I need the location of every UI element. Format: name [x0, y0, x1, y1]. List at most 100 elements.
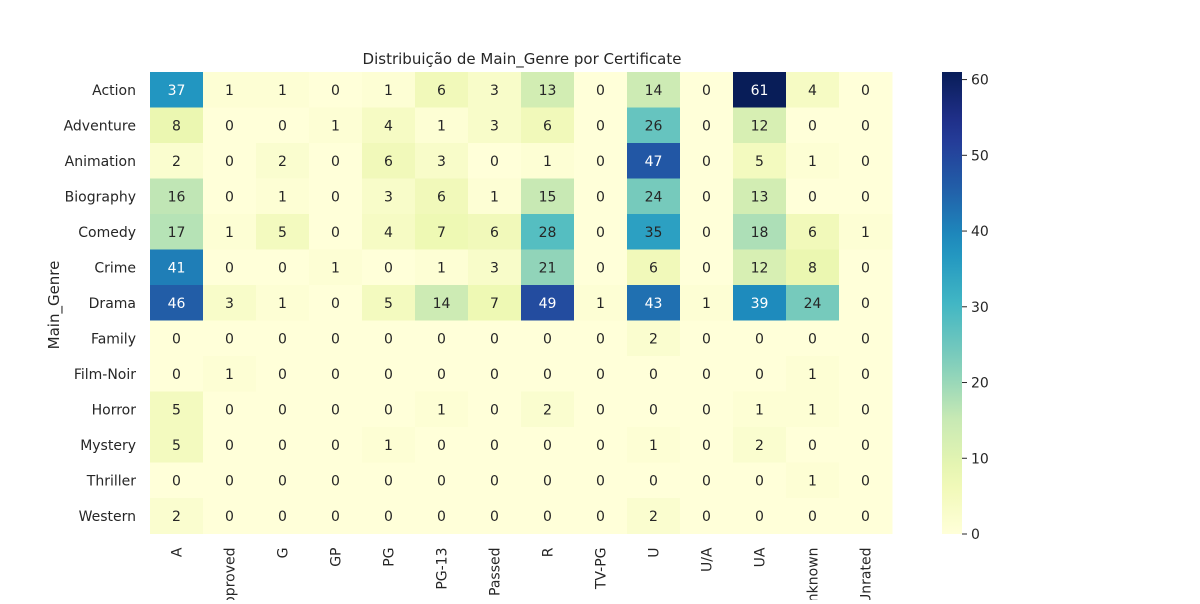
cell-value-label: 0	[331, 296, 340, 312]
cell-value-label: 26	[645, 118, 663, 134]
heatmap-cell-crime-a	[150, 249, 204, 286]
heatmap-cell-comedy-g	[256, 214, 310, 250]
cell-value-label: 1	[225, 225, 234, 241]
cell-value-label: 35	[645, 225, 663, 241]
heatmap-cell-family-g	[256, 320, 310, 357]
cell-value-label: 5	[384, 296, 393, 312]
cell-value-label: 0	[278, 438, 287, 454]
heatmap-cell-drama-r	[521, 285, 575, 321]
heatmap-cell-comedy-r	[521, 214, 575, 250]
cell-value-label: 0	[490, 331, 499, 347]
heatmap-cell-action-passed	[468, 72, 522, 108]
cell-value-label: 0	[861, 118, 870, 134]
heatmap-cell-adventure-approved	[203, 107, 257, 144]
heatmap-cell-animation-a	[150, 143, 204, 179]
cell-value-label: 0	[172, 473, 181, 489]
heatmap-cell-comedy-tv-pg	[574, 214, 628, 250]
heatmap-cell-family-r	[521, 320, 575, 357]
cell-value-label: 0	[543, 331, 552, 347]
cell-value-label: 0	[331, 473, 340, 489]
heatmap-cell-thriller-r	[521, 462, 575, 499]
cell-value-label: 0	[225, 189, 234, 205]
heatmap-cell-horror-approved	[203, 391, 257, 428]
cell-value-label: 0	[437, 509, 446, 525]
cell-value-label: 0	[702, 225, 711, 241]
heatmap-cell-action-u-a	[680, 72, 734, 108]
cell-value-label: 0	[384, 509, 393, 525]
heatmap-cell-thriller-passed	[468, 462, 522, 499]
heatmap-cell-horror-gp	[309, 391, 363, 428]
heatmap-cell-adventure-pg-13	[415, 107, 469, 144]
cell-value-label: 0	[331, 83, 340, 99]
cell-value-label: 0	[384, 331, 393, 347]
heatmap-cell-biography-r	[521, 178, 575, 215]
cell-value-label: 0	[543, 473, 552, 489]
cell-value-label: 0	[649, 473, 658, 489]
cell-value-label: 1	[861, 225, 870, 241]
heatmap-cell-western-ua	[733, 498, 787, 534]
cell-value-label: 0	[755, 367, 764, 383]
cell-value-label: 0	[808, 509, 817, 525]
heatmap-cell-western-tv-pg	[574, 498, 628, 534]
colorbar-tick-label: 20	[971, 376, 989, 392]
cell-value-label: 24	[645, 189, 663, 205]
heatmap-cell-action-u	[627, 72, 681, 108]
cell-value-label: 13	[751, 189, 769, 205]
heatmap-cell-thriller-pg	[362, 462, 416, 499]
colorbar-tick-label: 10	[971, 451, 989, 467]
heatmap-cell-horror-pg-13	[415, 391, 469, 428]
cell-value-label: 0	[225, 331, 234, 347]
cell-value-label: 1	[331, 118, 340, 134]
y-tick-label-film-noir: Film-Noir	[74, 367, 136, 383]
cell-value-label: 1	[543, 154, 552, 170]
cell-value-label: 0	[808, 189, 817, 205]
cell-value-label: 1	[808, 402, 817, 418]
cell-value-label: 0	[278, 331, 287, 347]
cell-value-label: 0	[649, 402, 658, 418]
heatmap-cell-horror-u	[627, 391, 681, 428]
heatmap-cell-biography-unrated	[839, 178, 893, 215]
cell-value-label: 0	[278, 118, 287, 134]
heatmap-cell-crime-tv-pg	[574, 249, 628, 286]
heatmap-cell-comedy-unknown	[786, 214, 840, 250]
heatmap-cell-biography-pg-13	[415, 178, 469, 215]
cell-value-label: 21	[539, 260, 557, 276]
heatmap-cell-drama-passed	[468, 285, 522, 321]
heatmap-cell-western-gp	[309, 498, 363, 534]
cell-value-label: 0	[755, 331, 764, 347]
heatmap-cell-family-unknown	[786, 320, 840, 357]
heatmap-cell-drama-u-a	[680, 285, 734, 321]
heatmap-cell-film-noir-g	[256, 356, 310, 392]
cell-value-label: 0	[384, 367, 393, 383]
cell-value-label: 1	[596, 296, 605, 312]
cell-value-label: 17	[168, 225, 186, 241]
y-tick-label-horror: Horror	[92, 402, 137, 418]
x-tick-label-unrated: Unrated	[859, 548, 875, 601]
x-tick-label-unknown: Unknown	[806, 548, 822, 601]
y-tick-label-biography: Biography	[65, 189, 136, 205]
cell-value-label: 0	[861, 260, 870, 276]
heatmap-cell-mystery-tv-pg	[574, 427, 628, 463]
heatmap-cell-family-a	[150, 320, 204, 357]
x-tick-label-ua: UA	[753, 547, 769, 567]
heatmap-cells	[150, 72, 893, 534]
heatmap-cell-mystery-u-a	[680, 427, 734, 463]
cell-value-label: 37	[168, 83, 186, 99]
heatmap-cell-mystery-r	[521, 427, 575, 463]
cell-value-label: 0	[702, 367, 711, 383]
cell-value-label: 2	[543, 402, 552, 418]
cell-value-label: 0	[861, 83, 870, 99]
x-tick-label-u-a: U/A	[700, 547, 716, 572]
cell-value-label: 0	[384, 402, 393, 418]
heatmap-cell-animation-gp	[309, 143, 363, 179]
heatmap-cell-crime-g	[256, 249, 310, 286]
heatmap-cell-horror-passed	[468, 391, 522, 428]
heatmap-cell-drama-a	[150, 285, 204, 321]
cell-value-label: 0	[278, 402, 287, 418]
cell-value-label: 2	[172, 509, 181, 525]
heatmap-cell-adventure-u	[627, 107, 681, 144]
cell-value-label: 0	[331, 402, 340, 418]
heatmap-cell-horror-a	[150, 391, 204, 428]
y-tick-label-thriller: Thriller	[86, 473, 136, 489]
